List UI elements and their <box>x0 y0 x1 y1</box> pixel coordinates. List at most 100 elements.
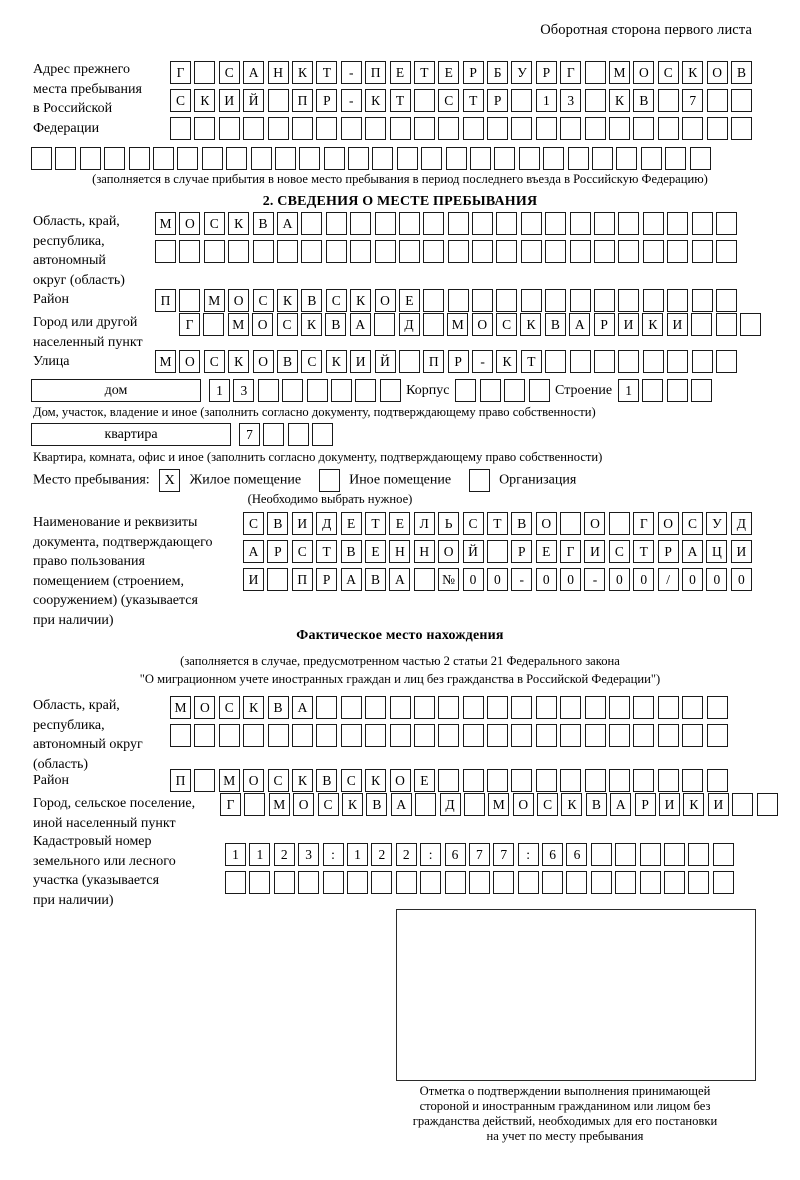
char-box[interactable]: В <box>276 350 298 373</box>
char-box[interactable] <box>566 871 588 894</box>
char-box[interactable] <box>472 240 494 263</box>
char-box[interactable] <box>487 117 509 140</box>
s2-flat-line[interactable]: квартира 7 <box>31 423 337 446</box>
char-box[interactable] <box>355 379 377 402</box>
char-box[interactable]: В <box>585 793 607 816</box>
char-box[interactable]: К <box>365 769 387 792</box>
char-box-row[interactable] <box>225 871 737 894</box>
char-box[interactable]: Г <box>179 313 200 336</box>
char-box[interactable] <box>194 724 216 747</box>
char-box[interactable] <box>389 696 411 719</box>
char-box[interactable] <box>706 696 728 719</box>
char-box[interactable]: А <box>340 568 362 591</box>
char-box[interactable]: Г <box>220 793 241 816</box>
char-box[interactable]: С <box>291 540 313 563</box>
char-box[interactable] <box>194 117 216 140</box>
char-box[interactable] <box>639 843 661 866</box>
char-box[interactable]: П <box>155 289 176 312</box>
char-box[interactable] <box>463 793 485 816</box>
char-box[interactable]: Е <box>413 769 435 792</box>
char-box[interactable]: О <box>633 61 655 84</box>
char-box[interactable]: О <box>374 289 396 312</box>
char-box[interactable] <box>594 240 616 263</box>
char-box[interactable] <box>423 212 445 235</box>
prev-address-overflow-row[interactable] <box>31 147 714 170</box>
char-box[interactable] <box>438 769 460 792</box>
char-box[interactable] <box>395 871 417 894</box>
char-box[interactable] <box>609 724 631 747</box>
char-box[interactable] <box>691 289 713 312</box>
char-box-row[interactable] <box>455 379 553 402</box>
char-box[interactable] <box>584 724 606 747</box>
char-box[interactable]: Т <box>364 512 386 535</box>
char-box[interactable]: О <box>228 289 250 312</box>
char-box[interactable] <box>479 379 501 402</box>
char-box[interactable]: П <box>291 89 313 112</box>
char-box[interactable] <box>657 89 679 112</box>
char-box[interactable] <box>325 240 347 263</box>
char-box[interactable]: Г <box>170 61 191 84</box>
char-box[interactable] <box>423 240 445 263</box>
char-box[interactable] <box>274 147 296 170</box>
char-box-row[interactable]: И П Р А В А № 0 0-0 0-0 0/0 0 0 <box>243 568 755 591</box>
char-box[interactable]: К <box>276 289 298 312</box>
char-box[interactable] <box>372 147 394 170</box>
char-box[interactable] <box>323 147 345 170</box>
char-box[interactable]: 7 <box>468 843 490 866</box>
char-box[interactable] <box>389 724 411 747</box>
char-box[interactable]: С <box>243 512 264 535</box>
char-box[interactable]: С <box>301 350 323 373</box>
char-box[interactable]: Г <box>633 512 655 535</box>
char-box[interactable] <box>730 117 752 140</box>
char-box[interactable] <box>201 147 223 170</box>
char-box[interactable]: О <box>389 769 411 792</box>
char-box[interactable] <box>179 240 201 263</box>
char-box[interactable] <box>618 240 640 263</box>
char-box[interactable]: С <box>608 540 630 563</box>
char-box[interactable] <box>340 724 362 747</box>
char-box[interactable] <box>316 117 338 140</box>
char-box[interactable] <box>438 117 460 140</box>
char-box[interactable]: 3 <box>560 89 582 112</box>
char-box[interactable] <box>291 117 313 140</box>
char-box[interactable]: И <box>243 568 264 591</box>
char-box[interactable]: Й <box>462 540 484 563</box>
char-box[interactable] <box>618 289 640 312</box>
char-box[interactable] <box>252 240 274 263</box>
char-box[interactable] <box>462 769 484 792</box>
char-box[interactable] <box>365 696 387 719</box>
char-box[interactable] <box>203 240 225 263</box>
char-box[interactable]: М <box>447 313 469 336</box>
char-box[interactable] <box>55 147 77 170</box>
char-box[interactable]: - <box>340 89 362 112</box>
char-box[interactable]: - <box>472 350 494 373</box>
char-box[interactable] <box>511 696 533 719</box>
char-box[interactable] <box>591 147 613 170</box>
char-box[interactable] <box>712 871 734 894</box>
char-box[interactable] <box>518 147 540 170</box>
char-box[interactable] <box>569 212 591 235</box>
char-box[interactable] <box>287 423 309 446</box>
flat-number-boxgrid[interactable]: 7 <box>239 423 337 446</box>
char-box[interactable]: № <box>438 568 460 591</box>
char-box[interactable] <box>462 117 484 140</box>
char-box[interactable]: А <box>243 540 264 563</box>
char-box[interactable] <box>371 871 393 894</box>
char-box[interactable]: И <box>350 350 372 373</box>
char-box[interactable] <box>455 379 477 402</box>
char-box[interactable]: 6 <box>542 843 564 866</box>
char-box[interactable]: О <box>293 793 315 816</box>
char-box[interactable] <box>398 212 420 235</box>
char-box[interactable]: И <box>618 313 640 336</box>
char-box[interactable]: П <box>291 568 313 591</box>
char-box[interactable] <box>594 212 616 235</box>
char-box-row[interactable]: 7 <box>239 423 337 446</box>
char-box[interactable] <box>79 147 101 170</box>
char-box[interactable] <box>379 379 401 402</box>
